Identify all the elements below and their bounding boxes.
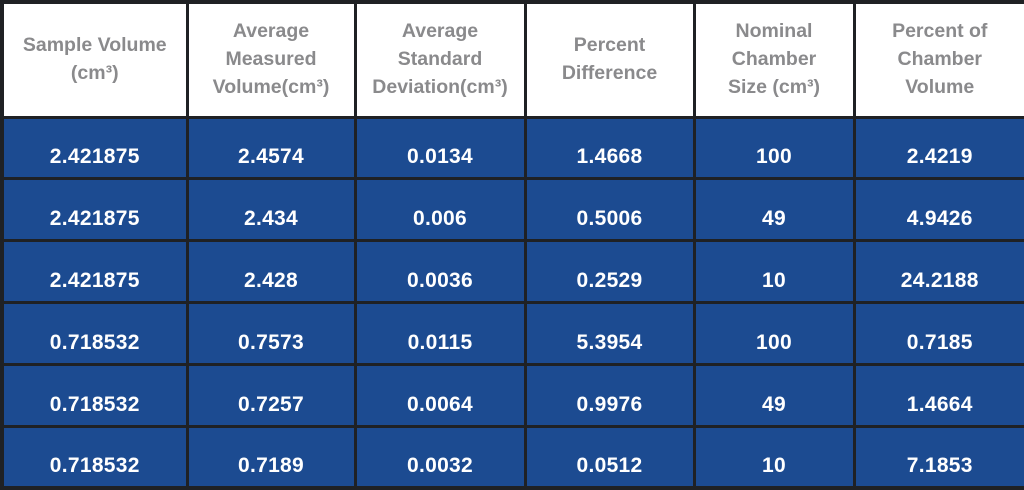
table-cell: 0.7573 [185,300,357,366]
table-cell: 0.718532 [0,424,189,490]
table-row: 0.718532 0.7573 0.0115 5.3954 100 0.7185 [0,300,1024,366]
table-cell: 100 [692,115,856,181]
table-header: Sample Volume (cm³) Average Measured Volu… [0,0,1024,119]
table-cell: 0.718532 [0,300,189,366]
table-cell: 10 [692,424,856,490]
column-header: Average Standard Deviation(cm³) [353,0,527,119]
table-cell: 0.0134 [353,115,527,181]
table-row: 2.421875 2.4574 0.0134 1.4668 100 2.4219 [0,115,1024,181]
table-cell: 0.2529 [523,239,696,304]
column-header: Percent Difference [523,0,696,119]
table-cell: 0.0036 [353,239,527,304]
table-cell: 10 [692,239,856,304]
table-cell: 0.718532 [0,362,189,428]
table-row: 0.718532 0.7189 0.0032 0.0512 10 7.1853 [0,424,1024,490]
table-cell: 49 [692,177,856,243]
header-row: Sample Volume (cm³) Average Measured Volu… [0,0,1024,119]
table-row: 0.718532 0.7257 0.0064 0.9976 49 1.4664 [0,362,1024,428]
column-header: Average Measured Volume(cm³) [185,0,357,119]
table-cell: 0.0064 [353,362,527,428]
table-cell: 0.7185 [852,300,1024,366]
table-cell: 0.7189 [185,424,357,490]
table-cell: 0.0512 [523,424,696,490]
table-cell: 1.4668 [523,115,696,181]
table-cell: 2.434 [185,177,357,243]
table-cell: 2.421875 [0,177,189,243]
table-cell: 7.1853 [852,424,1024,490]
table-cell: 2.428 [185,239,357,304]
table-cell: 2.421875 [0,239,189,304]
table-cell: 0.9976 [523,362,696,428]
table-row: 2.421875 2.428 0.0036 0.2529 10 24.2188 [0,239,1024,304]
table-cell: 2.4574 [185,115,357,181]
table-cell: 0.0032 [353,424,527,490]
column-header: Sample Volume (cm³) [0,0,189,119]
table-cell: 0.006 [353,177,527,243]
table-cell: 2.4219 [852,115,1024,181]
table-cell: 100 [692,300,856,366]
column-header: Nominal Chamber Size (cm³) [692,0,856,119]
table-cell: 0.5006 [523,177,696,243]
table-body: 2.421875 2.4574 0.0134 1.4668 100 2.4219 2.421… [0,115,1024,490]
table-cell: 0.0115 [353,300,527,366]
table-cell: 24.2188 [852,239,1024,304]
table-cell: 2.421875 [0,115,189,181]
column-header: Percent of Chamber Volume [852,0,1024,119]
table-cell: 49 [692,362,856,428]
table-row: 2.421875 2.434 0.006 0.5006 49 4.9426 [0,177,1024,243]
table-cell: 0.7257 [185,362,357,428]
table-cell: 4.9426 [852,177,1024,243]
table-cell: 1.4664 [852,362,1024,428]
table-cell: 5.3954 [523,300,696,366]
